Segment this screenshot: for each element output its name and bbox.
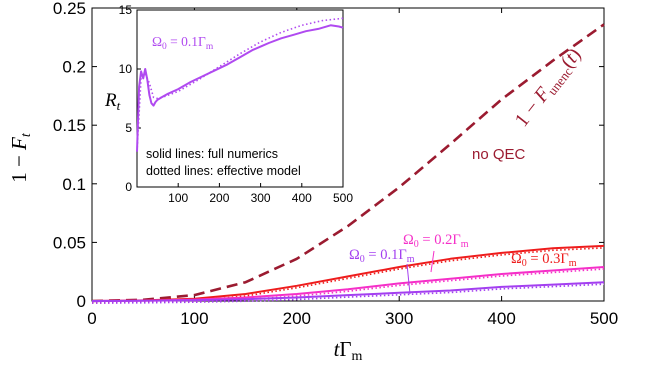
- main-y-axis-title: 1 − Ft: [7, 132, 34, 183]
- note-solid-lines: solid lines: full numerics: [146, 147, 278, 161]
- omega01-mid: = 0.1Γ: [365, 247, 407, 263]
- y-tick-label: 0.05: [53, 233, 86, 252]
- inset-plot-frame: [136, 9, 344, 188]
- y-tick-label: 0.2: [62, 58, 86, 77]
- inset-y-tick-label: 5: [125, 121, 132, 135]
- inset-y-sub: t: [117, 98, 121, 113]
- omega01-subm: m: [407, 254, 415, 265]
- omega02-pointer: [430, 250, 435, 273]
- series-line-unencoded: [91, 23, 605, 303]
- series-line-0-0-1-m: [91, 281, 605, 302]
- y-tick-label: 0: [77, 292, 86, 311]
- main-x-axis-title: tΓm: [334, 337, 363, 364]
- inset-x-tick-label: 500: [333, 191, 353, 205]
- y-title-sub: t: [19, 132, 34, 137]
- x-title-sub: m: [352, 349, 363, 364]
- x-tick-label: 500: [590, 309, 618, 328]
- y-tick-label: 0.15: [53, 116, 86, 135]
- omega03-lead: Ω: [511, 251, 522, 267]
- omega01-sub0: 0: [360, 254, 365, 265]
- inset-y-r: R: [104, 90, 117, 111]
- omega03-label: Ω0 = 0.3Γm: [511, 251, 577, 269]
- inset-omega-sub0: 0: [162, 42, 167, 52]
- omega02-label: Ω0 = 0.2Γm: [403, 232, 469, 250]
- y-tick-label: 0.25: [53, 0, 86, 18]
- x-tick-label: 400: [487, 309, 515, 328]
- omega02-subm: m: [461, 239, 469, 250]
- omega01-pointer: [406, 263, 411, 295]
- inset-y-axis-title: Rt: [104, 90, 121, 113]
- omega01-main-label: Ω0 = 0.1Γm: [349, 247, 415, 265]
- no-qec-label: no QEC: [472, 146, 526, 163]
- x-tick-label: 200: [283, 309, 311, 328]
- omega01-lead: Ω: [349, 247, 360, 263]
- inset-x-tick-label: 400: [292, 191, 312, 205]
- inset-omega-mid: = 0.1Γ: [167, 34, 206, 49]
- inset-ticks: 100 200 300 400 500 0 5 10 15: [119, 3, 354, 205]
- inset-omega-label: Ω0 = 0.1Γm: [152, 34, 214, 52]
- omega03-mid: = 0.3Γ: [527, 251, 569, 267]
- series-dotted-0-0-1-m: [91, 283, 605, 304]
- inset-omega-subm: m: [206, 42, 214, 52]
- x-title-t: t: [334, 337, 341, 361]
- inset-background: [137, 10, 343, 187]
- inset-y-tick-label: 15: [119, 3, 133, 17]
- y-title-lead: 1 −: [7, 150, 31, 183]
- inset-y-tick-label: 10: [119, 62, 133, 76]
- x-tick-label: 100: [180, 309, 208, 328]
- inset-y-tick-label: 0: [125, 180, 132, 194]
- omega02-lead: Ω: [403, 232, 414, 248]
- y-title-f: F: [7, 137, 31, 151]
- omega02-sub0: 0: [414, 239, 419, 250]
- omega03-subm: m: [569, 258, 577, 269]
- inset-omega-lead: Ω: [152, 34, 162, 49]
- omega03-sub0: 0: [522, 258, 527, 269]
- inset-x-tick-label: 100: [168, 191, 188, 205]
- x-tick-label: 0: [87, 309, 96, 328]
- y-tick-label: 0.1: [62, 175, 86, 194]
- main-plot-frame: [91, 7, 605, 302]
- inset-x-tick-label: 200: [209, 191, 229, 205]
- main-series: [91, 23, 605, 304]
- inset-series-dotted: [136, 17, 344, 152]
- x-title-gamma: Γ: [339, 337, 351, 361]
- note-dotted-lines: dotted lines: effective model: [146, 164, 301, 178]
- x-tick-label: 300: [385, 309, 413, 328]
- inset-series: [136, 17, 344, 152]
- inset-series-solid: [136, 24, 344, 152]
- inset-x-tick-label: 300: [251, 191, 271, 205]
- omega02-mid: = 0.2Γ: [419, 232, 461, 248]
